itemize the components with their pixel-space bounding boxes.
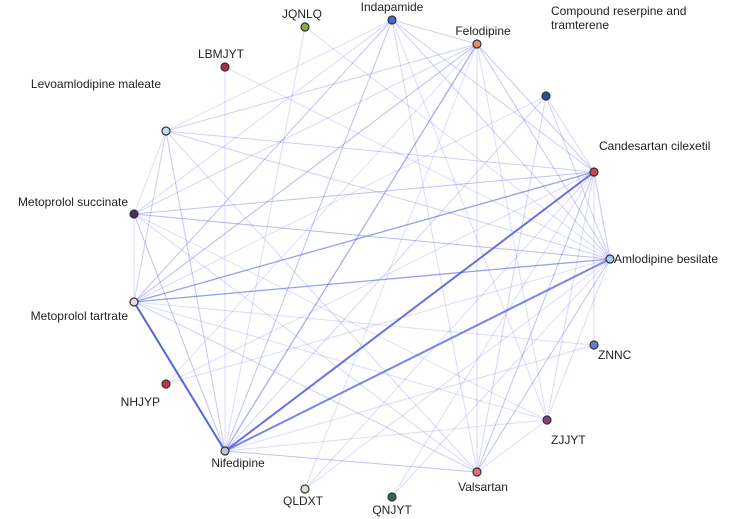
edge-nhjyp-candesartan [165, 171, 595, 385]
edge-levoamlodipine-indapamide [165, 19, 393, 132]
label-qldxt: QLDXT [283, 494, 324, 508]
node-zjjyt[interactable] [542, 415, 552, 425]
edge-compound-metoprolol_tartrate [133, 95, 547, 303]
edge-metoprolol_tartrate-amlodipine [133, 258, 611, 303]
edge-compound-nifedipine [224, 95, 547, 452]
label-nifedipine: Nifedipine [211, 456, 265, 470]
edge-zjjyt-candesartan [546, 171, 595, 421]
node-qldxt[interactable] [300, 484, 310, 494]
edge-indapamide-candesartan [391, 19, 595, 173]
edge-zjjyt-amlodipine [546, 258, 611, 421]
edge-metoprolol_tartrate-candesartan [133, 171, 595, 303]
node-nifedipine[interactable] [220, 446, 230, 456]
edge-nhjyp-amlodipine [165, 258, 611, 385]
edge-indapamide-zjjyt [391, 19, 548, 421]
edge-nifedipine-amlodipine [224, 258, 611, 452]
label-lbmjyt: LBMJYT [198, 47, 245, 61]
node-lbmjyt[interactable] [220, 62, 230, 72]
label-levoamlodipine: Levoamlodipine maleate [31, 77, 161, 91]
node-jqnlq[interactable] [300, 22, 310, 32]
label-compound: Compound reserpine and tramterene [551, 4, 686, 32]
edge-valsartan-amlodipine [476, 258, 611, 473]
edge-qldxt-amlodipine [304, 258, 611, 490]
label-indapamide: Indapamide [361, 0, 424, 14]
node-amlodipine[interactable] [605, 254, 615, 264]
edge-levoamlodipine-valsartan [165, 130, 478, 473]
edge-indapamide-amlodipine [391, 19, 611, 260]
edge-valsartan-indapamide [391, 19, 478, 473]
label-valsartan: Valsartan [458, 480, 508, 494]
edge-qldxt-candesartan [304, 171, 595, 490]
edge-levoamlodipine-candesartan [165, 130, 595, 173]
edge-nhjyp-felodipine [165, 43, 478, 385]
edge-levoamlodipine-metoprolol_succinate [133, 130, 167, 215]
node-metoprolol-tartrate[interactable] [129, 297, 139, 307]
edge-layer [133, 19, 611, 498]
node-felodipine[interactable] [472, 39, 482, 49]
edge-nifedipine-zjjyt [224, 419, 548, 452]
edge-levoamlodipine-felodipine [165, 43, 478, 132]
edge-candesartan-amlodipine [593, 171, 611, 260]
edge-metoprolol_succinate-amlodipine [133, 213, 611, 260]
label-metoprolol-succinate: Metoprolol succinate [18, 195, 128, 209]
label-jqnlq: JQNLQ [282, 7, 322, 21]
node-qnjyt[interactable] [387, 492, 397, 502]
edge-levoamlodipine-amlodipine [165, 130, 611, 260]
node-indapamide[interactable] [387, 15, 397, 25]
edge-compound-valsartan [476, 95, 547, 473]
edge-metoprolol_succinate-zjjyt [133, 213, 548, 421]
label-nhjyp: NHJYP [121, 395, 160, 409]
label-znnc: ZNNC [598, 348, 632, 362]
edge-qnjyt-candesartan [391, 171, 595, 498]
edge-qldxt-felodipine [304, 43, 478, 490]
edge-levoamlodipine-metoprolol_tartrate [133, 130, 167, 303]
node-layer [129, 15, 615, 502]
node-nhjyp[interactable] [161, 379, 171, 389]
label-metoprolol-tartrate: Metoprolol tartrate [31, 309, 129, 323]
edge-felodipine-amlodipine [476, 43, 611, 260]
node-valsartan[interactable] [472, 467, 482, 477]
edge-metoprolol_tartrate-felodipine [133, 43, 478, 303]
edge-metoprolol_succinate-nifedipine [133, 213, 226, 452]
node-candesartan[interactable] [589, 167, 599, 177]
node-metoprolol-succinate[interactable] [129, 209, 139, 219]
edge-compound-candesartan [545, 95, 595, 173]
edge-felodipine-zjjyt [476, 43, 548, 421]
edge-indapamide-felodipine [391, 19, 478, 45]
node-levoamlodipine[interactable] [161, 126, 171, 136]
edge-nifedipine-znnc [224, 344, 595, 452]
node-znnc[interactable] [589, 340, 599, 350]
label-amlodipine: Amlodipine besilate [614, 252, 718, 266]
edge-metoprolol_tartrate-zjjyt [133, 301, 548, 421]
edge-metoprolol_succinate-valsartan [133, 213, 478, 473]
label-qnjyt: QNJYT [372, 503, 412, 517]
edge-valsartan-candesartan [476, 171, 595, 473]
edge-nifedipine-candesartan [224, 171, 595, 452]
edge-levoamlodipine-nifedipine [165, 130, 226, 452]
edge-metoprolol_tartrate-indapamide [133, 19, 393, 303]
label-felodipine: Felodipine [455, 24, 511, 38]
edge-felodipine-candesartan [476, 43, 595, 173]
edge-lbmjyt-amlodipine [224, 66, 611, 260]
edge-metoprolol_tartrate-nifedipine [133, 301, 226, 452]
edge-jqnlq-nifedipine [224, 26, 306, 452]
edge-metoprolol_succinate-indapamide [133, 19, 393, 215]
edge-nifedipine-felodipine [224, 43, 478, 452]
node-compound[interactable] [541, 91, 551, 101]
edge-metoprolol_succinate-candesartan [133, 171, 595, 215]
edge-metoprolol_tartrate-znnc [133, 301, 595, 346]
edge-qnjyt-amlodipine [391, 258, 611, 498]
label-zjjyt: ZJJYT [551, 433, 586, 447]
edge-nifedipine-indapamide [224, 19, 393, 452]
edge-valsartan-zjjyt [476, 419, 548, 473]
edge-metoprolol_tartrate-valsartan [133, 301, 478, 473]
edge-nifedipine-valsartan [224, 450, 478, 473]
edge-compound-amlodipine [545, 95, 611, 260]
edge-jqnlq-amlodipine [304, 26, 611, 260]
label-layer: Indapamide Felodipine Compound reserpine a… [18, 0, 718, 517]
label-candesartan: Candesartan cilexetil [599, 139, 710, 153]
edge-metoprolol_succinate-felodipine [133, 43, 478, 215]
